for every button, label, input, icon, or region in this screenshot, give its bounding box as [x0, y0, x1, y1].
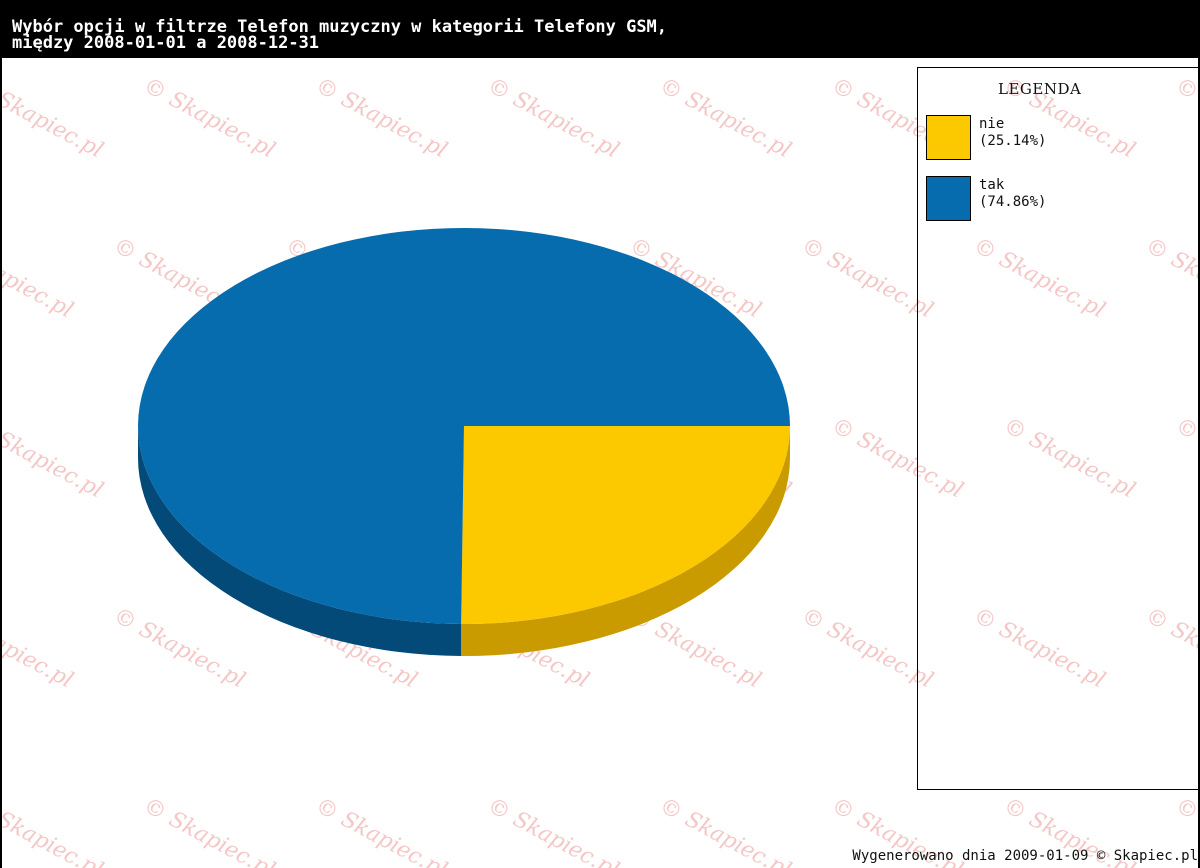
legend-label-tak-name: tak [979, 177, 1005, 193]
pie-slice-nie [461, 426, 790, 624]
legend-label-nie-percent: (25.14%) [979, 133, 1047, 149]
pie-side-nie [461, 426, 790, 656]
chart-title-line-2: między 2008-01-01 a 2008-12-31 [12, 33, 320, 53]
chart-title-line-1: Wybór opcji w filtrze Telefon muzyczny w… [12, 17, 668, 37]
legend-title: LEGENDA [998, 80, 1082, 98]
legend: LEGENDA nie (25.14%) tak (74.86%) [917, 67, 1200, 790]
pie-group [138, 227, 791, 656]
legend-label-nie: nie (25.14%) [979, 116, 1046, 150]
pie-slice-tak [138, 227, 791, 624]
legend-label-tak: tak (74.86%) [979, 177, 1046, 211]
legend-swatch-tak [926, 176, 971, 221]
footer-generated-note: Wygenerowano dnia 2009-01-09 © Skapiec.p… [852, 848, 1198, 864]
pie-side-tak [138, 426, 462, 656]
legend-label-nie-name: nie [979, 116, 1005, 132]
legend-label-tak-percent: (74.86%) [979, 194, 1047, 210]
title-bar: Wybór opcji w filtrze Telefon muzyczny w… [0, 0, 1200, 58]
legend-swatch-nie [926, 115, 971, 160]
